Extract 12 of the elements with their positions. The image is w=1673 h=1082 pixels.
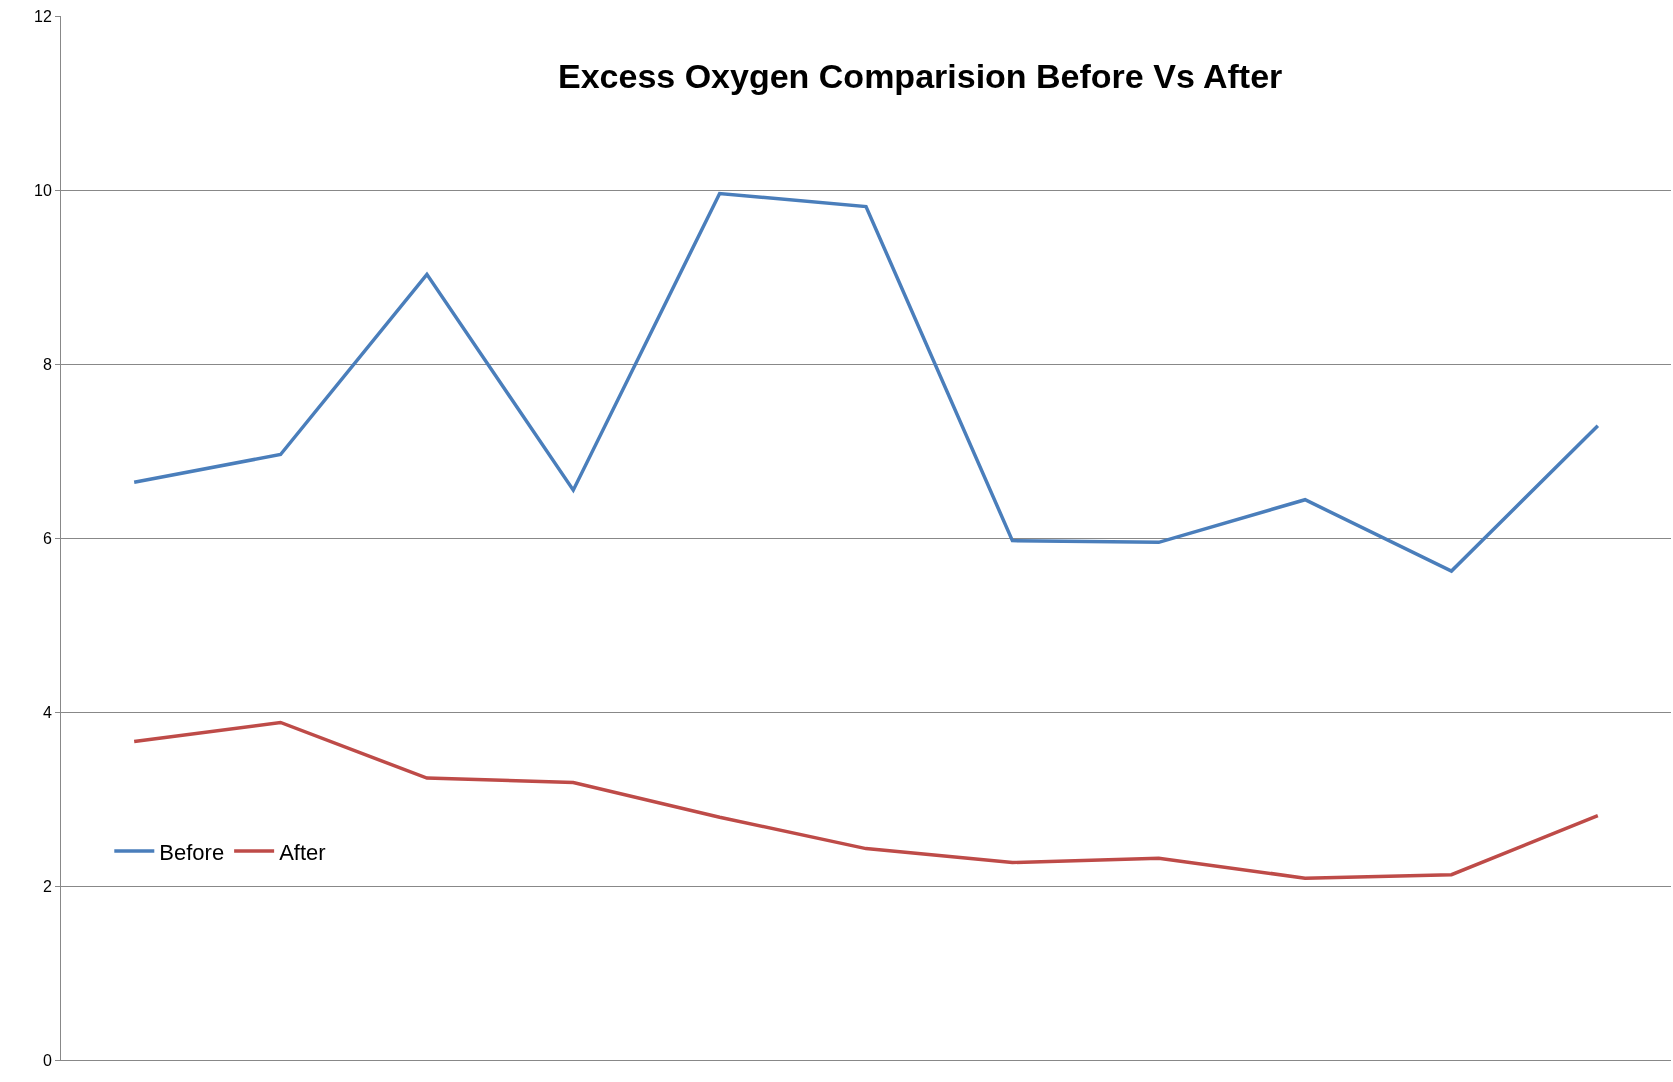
y-tick-label: 4 [42,703,52,721]
legend-label: Before [159,839,225,865]
y-tick-label: 12 [34,7,52,25]
line-series [132,720,1600,880]
y-tick-label: 0 [42,1051,52,1069]
y-tick-label: 10 [34,181,52,199]
y-tick-label: 2 [42,877,52,895]
text: Excess Oxygen Comparision Before Vs After [557,56,1283,95]
line-series [132,191,1600,573]
legend-label: After [279,839,326,865]
y-tick-label: 6 [42,529,52,547]
y-tick-label: 8 [42,355,52,373]
